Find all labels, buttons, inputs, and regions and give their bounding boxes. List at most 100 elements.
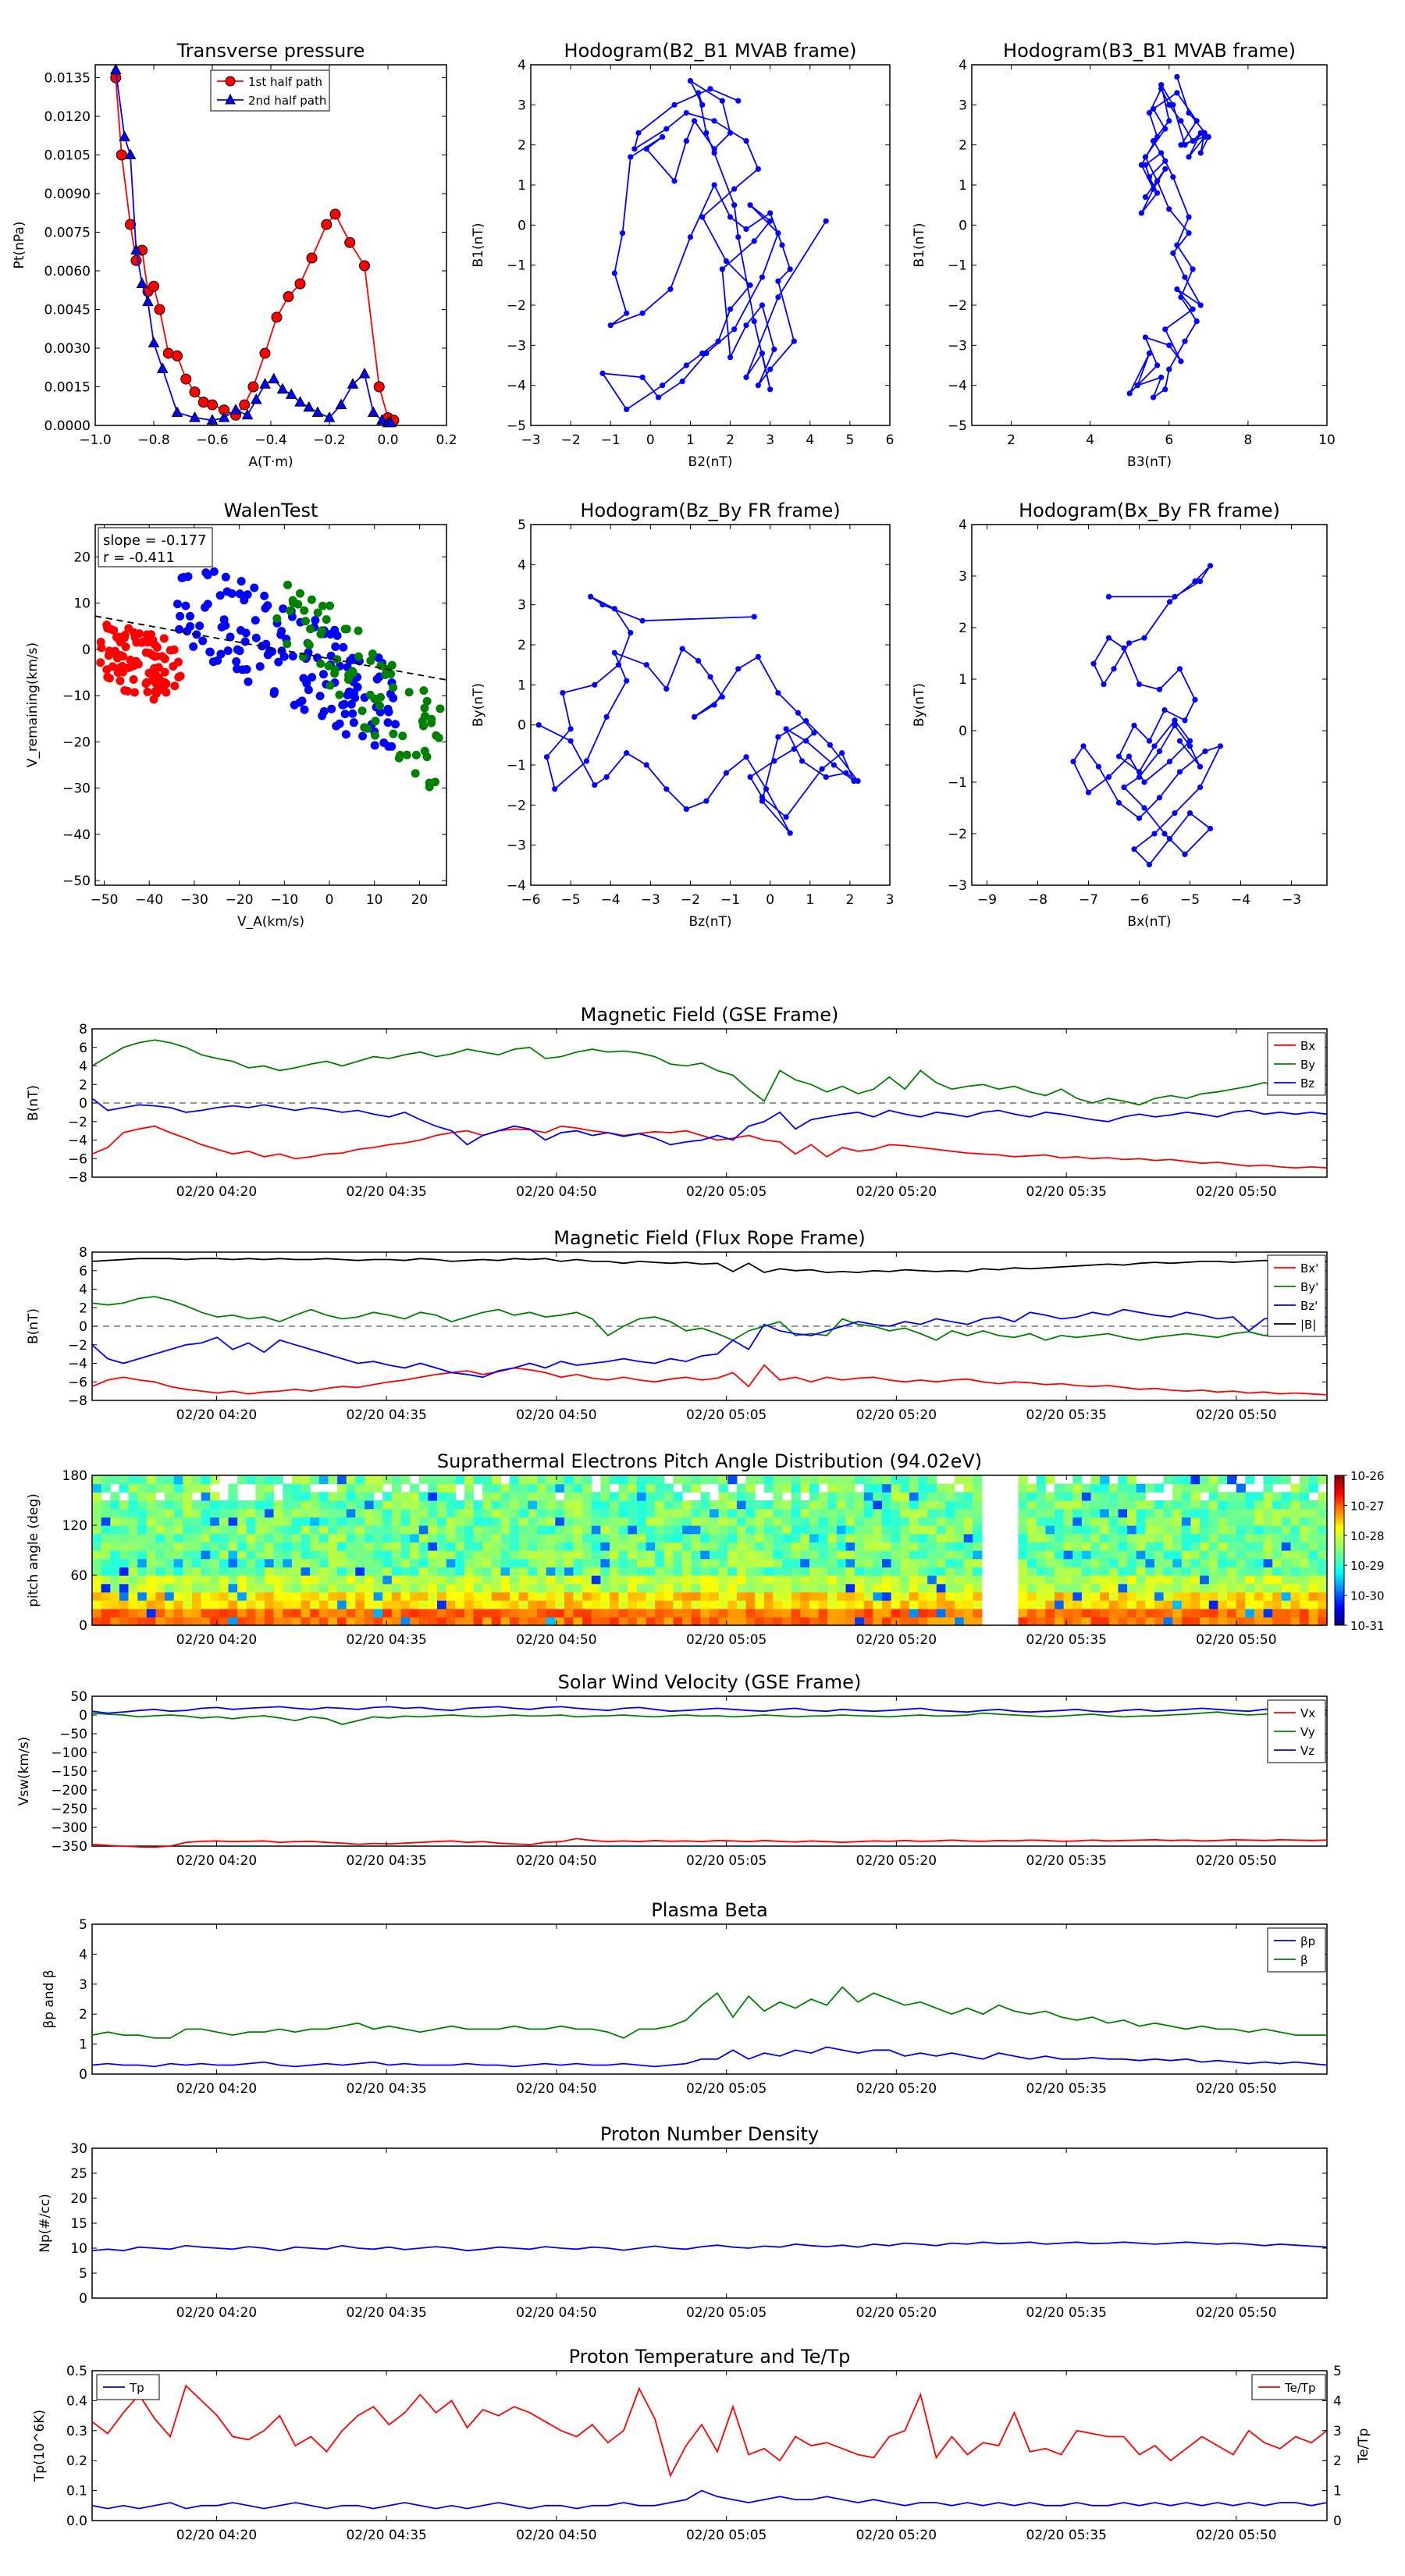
pad-cell — [591, 1533, 601, 1542]
pad-cell — [655, 1567, 665, 1576]
pad-cell — [310, 1492, 320, 1501]
pad-cell — [1281, 1550, 1291, 1560]
pad-cell — [600, 1500, 610, 1510]
pad-cell — [237, 1500, 247, 1510]
pad-cell — [192, 1583, 202, 1592]
pad-cell — [663, 1592, 674, 1601]
pad-cell — [791, 1492, 801, 1501]
hodogram-b3-b1-ytick-label: −2 — [948, 298, 967, 314]
pad-cell — [827, 1533, 838, 1542]
pad-cell — [1181, 1492, 1192, 1501]
hodogram-b3-b1-xtick-label: 6 — [1165, 432, 1173, 448]
hodogram-b2-b1-point — [699, 101, 706, 108]
pad-cell — [918, 1583, 928, 1592]
pad-cell — [165, 1533, 175, 1542]
pad-cell — [418, 1558, 429, 1567]
pad-cell — [600, 1567, 610, 1576]
pad-cell — [1018, 1558, 1028, 1567]
pad-cell — [1090, 1600, 1101, 1610]
legend-label: Bz' — [1300, 1299, 1318, 1313]
pad-cell — [1200, 1500, 1210, 1510]
pad-cell — [491, 1592, 501, 1601]
pad-cell — [446, 1558, 456, 1567]
pad-heatmap-cells — [92, 1475, 1328, 1626]
pad-cell — [1063, 1600, 1073, 1610]
pad-cell — [646, 1500, 656, 1510]
pad-cell — [128, 1475, 138, 1485]
pad-cell — [628, 1542, 638, 1551]
proton-temp-ytick-label: 0.2 — [66, 2453, 87, 2469]
walen-test-point — [173, 657, 183, 667]
pad-cell — [237, 1550, 247, 1560]
walen-test-point — [370, 741, 379, 750]
pad-cell — [219, 1517, 229, 1526]
pad-cell — [918, 1508, 928, 1517]
pad-cell — [1281, 1600, 1291, 1610]
pad-cell — [183, 1483, 193, 1493]
pad-cell — [736, 1525, 747, 1535]
pad-cell — [791, 1558, 801, 1567]
pad-cell — [973, 1533, 983, 1542]
pad-cell — [1200, 1475, 1210, 1485]
pad-cell — [310, 1500, 320, 1510]
pad-cell — [1163, 1608, 1173, 1617]
pad-cell — [337, 1475, 347, 1485]
hodogram-bz-by-xtick-label: 3 — [886, 892, 895, 908]
walen-test-axes-frame — [94, 524, 447, 886]
pad-cell — [718, 1517, 728, 1526]
pad-cell — [365, 1592, 375, 1601]
pad-cell — [1208, 1492, 1218, 1501]
pad-cell — [155, 1533, 165, 1542]
pad-cell — [691, 1592, 701, 1601]
hodogram-b2-b1-point — [631, 146, 638, 152]
pad-cell — [945, 1592, 955, 1601]
pad-cell — [291, 1533, 302, 1542]
pad-cell — [201, 1508, 211, 1517]
hodogram-b3-b1-point — [1205, 133, 1211, 140]
pad-cell — [110, 1558, 120, 1567]
pad-cell — [1045, 1508, 1055, 1517]
sw-velocity-xtick-label: 02/20 05:05 — [686, 1853, 767, 1869]
mag-fr-ytick-label: 0 — [79, 1319, 87, 1335]
walen-test-point — [217, 622, 226, 632]
walen-test-point — [173, 600, 182, 609]
pad-cell — [891, 1533, 901, 1542]
walen-test-point — [316, 659, 325, 668]
pad-cell — [782, 1550, 792, 1560]
pad-cell — [500, 1525, 510, 1535]
hodogram-bx-by-point — [1166, 836, 1173, 842]
pad-cell — [1018, 1608, 1028, 1617]
pad-cell — [210, 1525, 220, 1535]
pad-cell — [1027, 1617, 1037, 1626]
pad-cell — [265, 1583, 275, 1592]
pad-cell — [1290, 1508, 1300, 1517]
pad-cell — [963, 1583, 973, 1592]
pad-cell — [1090, 1617, 1101, 1626]
pad-cell — [137, 1500, 148, 1510]
walen-test-point — [422, 696, 432, 706]
pad-cell — [555, 1567, 565, 1576]
pad-cell — [210, 1500, 220, 1510]
hodogram-bx-by-axes-frame — [971, 524, 1328, 886]
pad-cell — [1145, 1500, 1155, 1510]
pad-cell — [955, 1550, 965, 1560]
pad-cell — [291, 1500, 302, 1510]
pad-cell — [936, 1517, 946, 1526]
walen-test-point — [170, 681, 180, 691]
pad-cell — [410, 1542, 420, 1551]
pad-cell — [237, 1608, 247, 1617]
pad-cell — [682, 1542, 692, 1551]
pad-cell — [1181, 1550, 1192, 1560]
walen-test-point — [325, 601, 335, 610]
pad-colorbar-label: 10-28 — [1350, 1529, 1385, 1543]
pad-cell — [301, 1617, 311, 1626]
hodogram-bz-by-point — [783, 726, 789, 732]
pad-cell — [855, 1492, 865, 1501]
pad-cell — [1081, 1533, 1092, 1542]
hodogram-bx-by-point — [1186, 738, 1193, 744]
pad-cell — [283, 1600, 293, 1610]
pad-cell — [727, 1492, 738, 1501]
pad-ytick-label: 0 — [79, 1618, 87, 1634]
pad-colorbar-label: 10-29 — [1350, 1559, 1385, 1573]
pad-cell — [800, 1558, 810, 1567]
